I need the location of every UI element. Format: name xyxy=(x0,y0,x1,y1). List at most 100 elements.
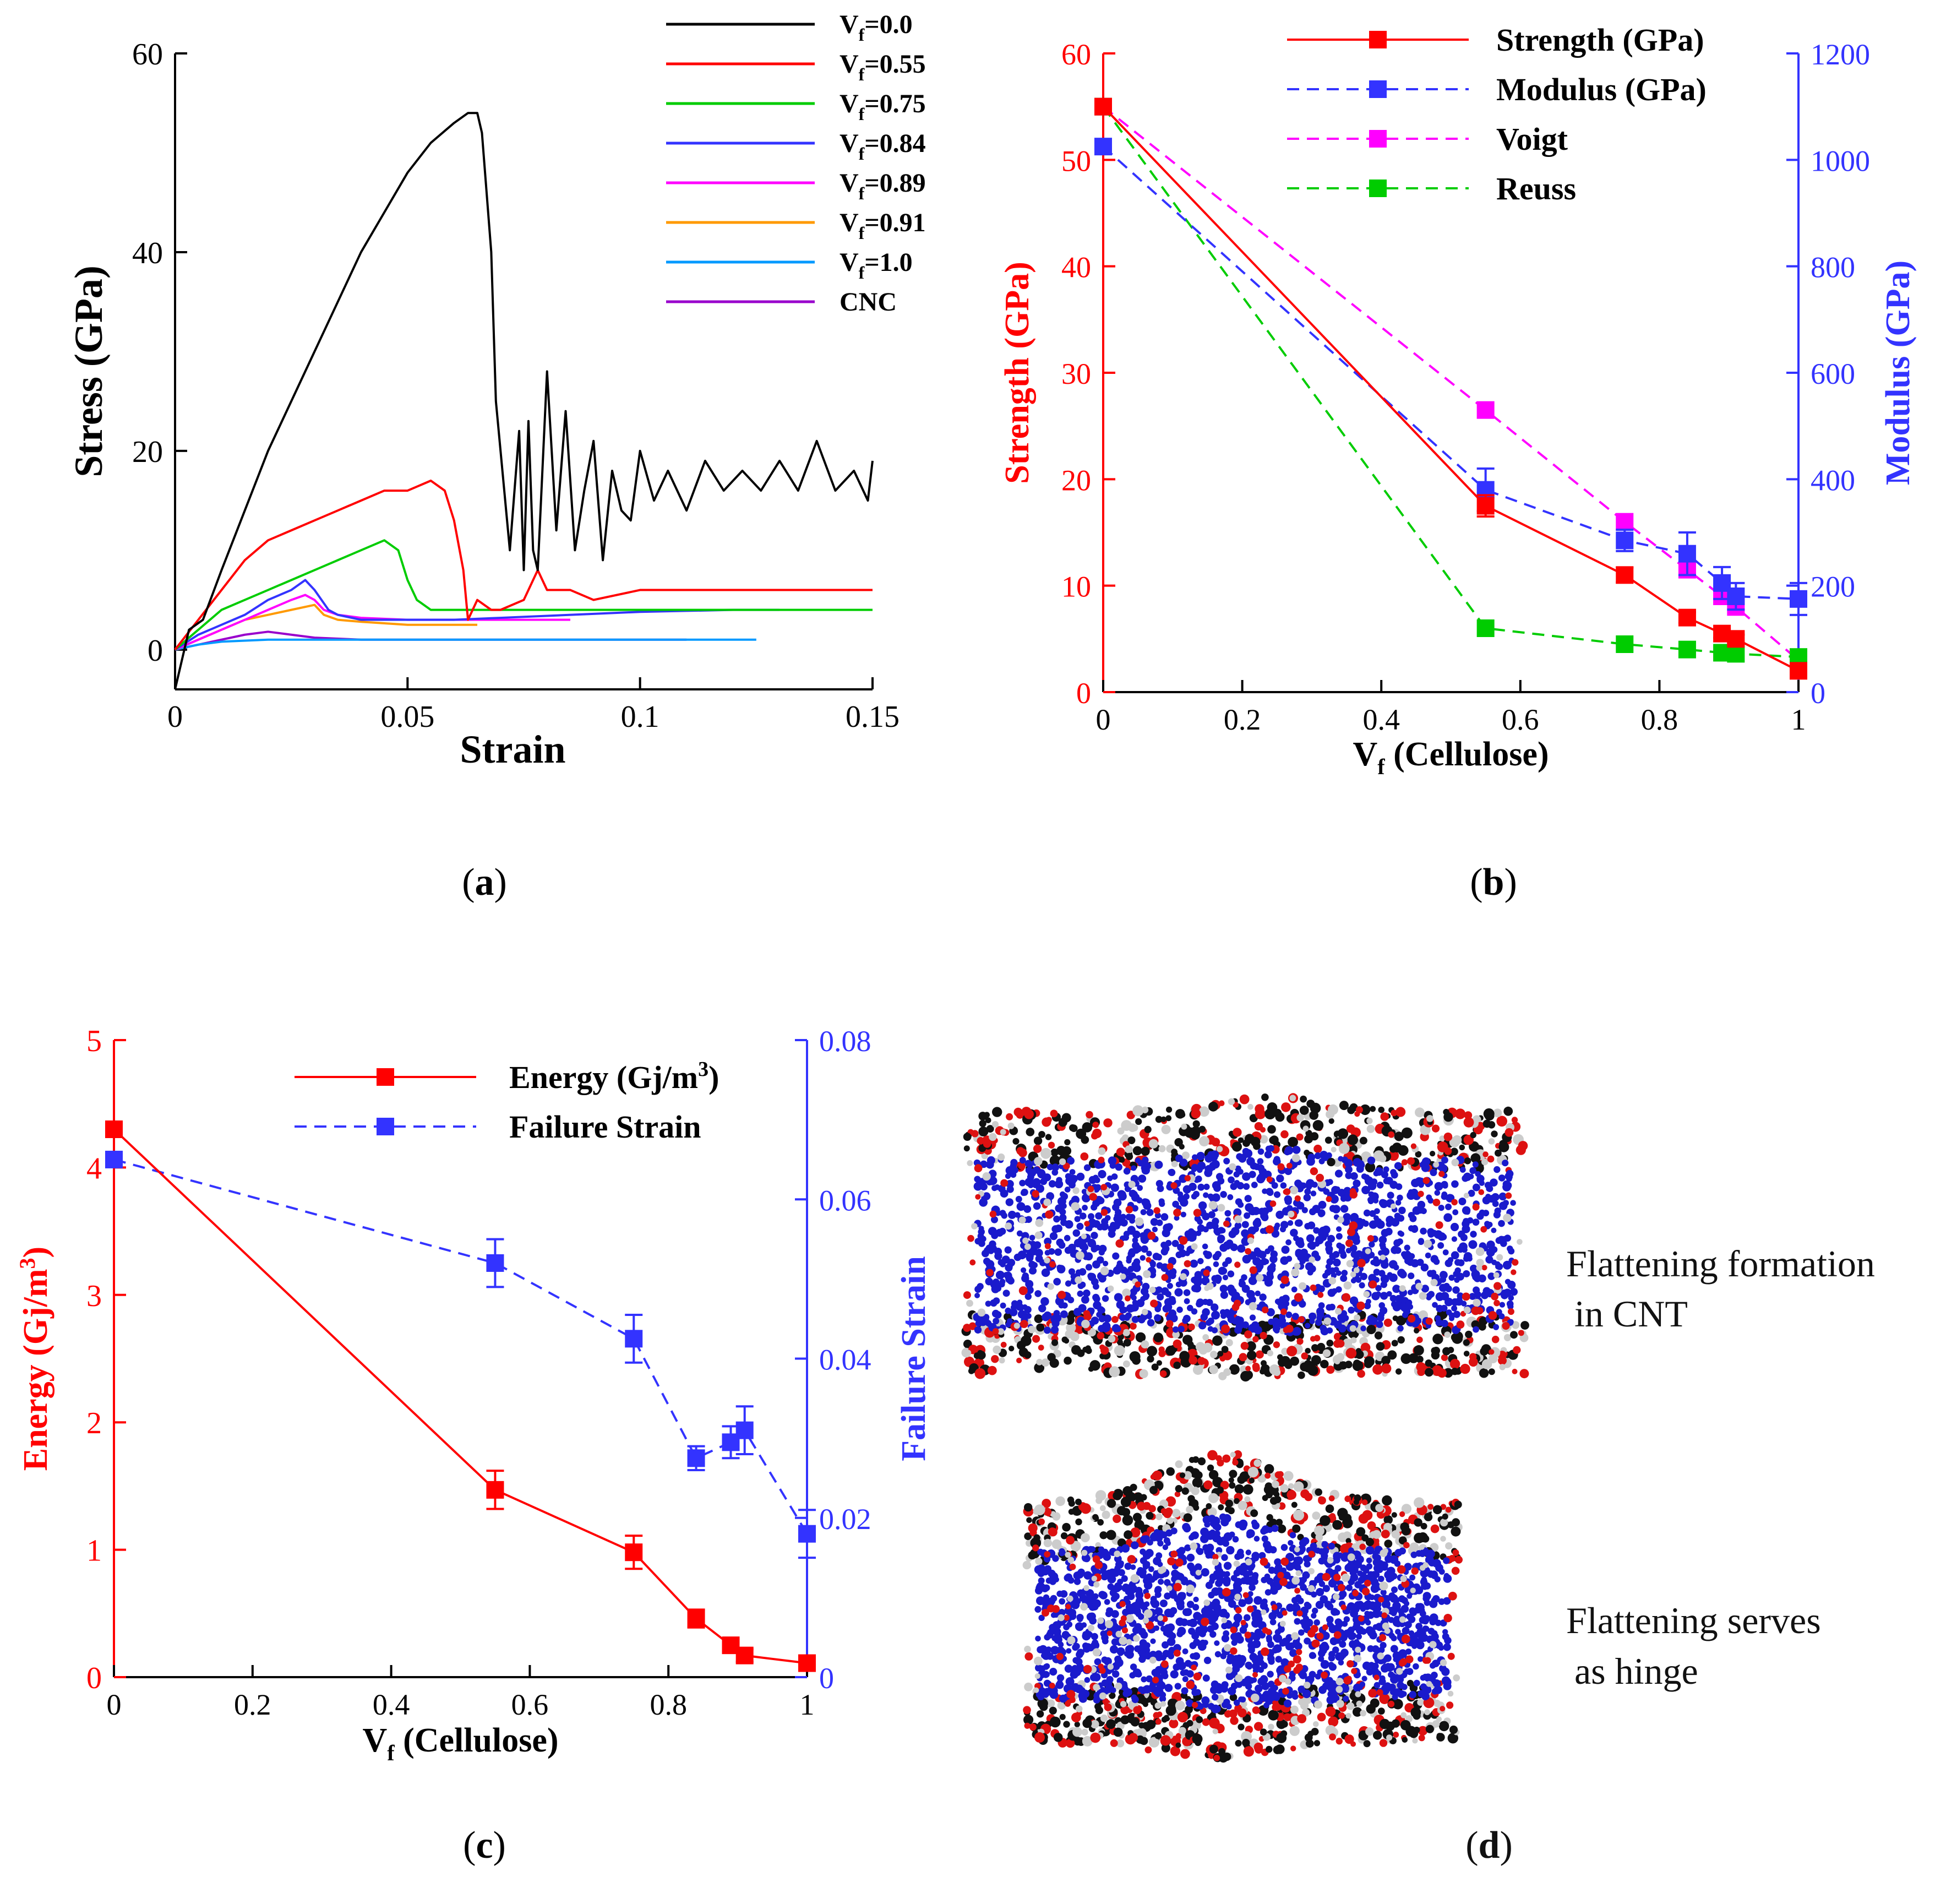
atom xyxy=(1225,1710,1231,1716)
atom xyxy=(1164,1298,1173,1307)
atom xyxy=(1022,1238,1029,1244)
atom xyxy=(1209,1162,1216,1169)
xlabel-main: V xyxy=(1353,736,1378,773)
atom xyxy=(1451,1223,1459,1231)
atom xyxy=(1377,1314,1384,1321)
atom xyxy=(1069,1500,1075,1506)
atom xyxy=(975,1368,986,1379)
atom xyxy=(1237,1244,1245,1253)
atom xyxy=(977,1137,985,1145)
atom xyxy=(1437,1368,1447,1378)
atom xyxy=(1248,1467,1258,1477)
right-tick-label: 0.02 xyxy=(819,1503,871,1536)
atom xyxy=(1215,1651,1221,1657)
atom xyxy=(1155,1702,1162,1709)
atom xyxy=(1370,1106,1376,1112)
atom xyxy=(1228,1270,1235,1277)
atom xyxy=(1294,1179,1302,1187)
atom xyxy=(1470,1132,1476,1138)
atom xyxy=(1366,1704,1376,1713)
atom xyxy=(1366,1318,1373,1325)
atom xyxy=(1430,1270,1436,1276)
atom xyxy=(1464,1117,1474,1128)
atom xyxy=(1050,1690,1059,1699)
atom xyxy=(1373,1171,1380,1177)
atom xyxy=(1202,1718,1210,1726)
atom xyxy=(1294,1263,1301,1270)
atom xyxy=(1507,1245,1513,1252)
atom xyxy=(1442,1514,1448,1520)
atom xyxy=(1179,1236,1187,1244)
atom xyxy=(1009,1346,1014,1351)
atom xyxy=(1391,1110,1397,1117)
atom xyxy=(1394,1550,1400,1556)
data-point-Failure Strain xyxy=(625,1330,642,1347)
atom xyxy=(1316,1533,1323,1541)
atom xyxy=(993,1328,999,1335)
atom xyxy=(1135,1118,1142,1125)
atom xyxy=(1246,1290,1255,1299)
atom xyxy=(1026,1517,1032,1524)
atom xyxy=(991,1185,997,1191)
atom xyxy=(1141,1245,1148,1253)
atom xyxy=(1294,1482,1304,1492)
atom xyxy=(999,1210,1006,1216)
left-tick-label: 5 xyxy=(86,1024,102,1058)
atom xyxy=(1236,1317,1244,1324)
right-tick-label: 0 xyxy=(1811,677,1825,710)
y-tick-label: 0 xyxy=(148,634,163,668)
atom xyxy=(1220,1609,1228,1616)
atom xyxy=(1517,1239,1523,1245)
atom xyxy=(1223,1753,1231,1761)
atom xyxy=(1206,1282,1213,1290)
atom xyxy=(1140,1536,1148,1544)
atom xyxy=(1280,1182,1287,1189)
atom xyxy=(1113,1515,1121,1523)
atom xyxy=(1271,1525,1278,1532)
atom xyxy=(1016,1358,1022,1363)
data-point-Failure Strain xyxy=(105,1151,123,1168)
atom xyxy=(1354,1314,1360,1321)
atom xyxy=(1366,1118,1372,1124)
atom xyxy=(1344,1495,1351,1502)
atom xyxy=(1121,1497,1131,1508)
atom xyxy=(1288,1540,1293,1546)
atom xyxy=(1270,1587,1278,1595)
atom xyxy=(1184,1260,1191,1267)
atom xyxy=(1284,1700,1291,1707)
atom xyxy=(1202,1212,1209,1220)
atom xyxy=(1144,1126,1152,1133)
atom xyxy=(999,1281,1005,1287)
atom xyxy=(1131,1694,1137,1700)
atom xyxy=(1142,1283,1150,1291)
atom xyxy=(1126,1304,1135,1313)
atom xyxy=(1297,1597,1304,1604)
panel-d: Flattening formation in CNT Flattening s… xyxy=(914,950,1946,1901)
left-tick-label: 60 xyxy=(1061,38,1091,71)
atom xyxy=(1319,1158,1325,1165)
atom xyxy=(1032,1190,1039,1198)
atom xyxy=(1287,1490,1296,1500)
atom xyxy=(1131,1124,1138,1131)
atom xyxy=(1038,1577,1045,1584)
atom xyxy=(1267,1265,1276,1274)
atom xyxy=(1437,1733,1442,1738)
atom xyxy=(1126,1206,1133,1214)
atom xyxy=(1023,1706,1031,1714)
atom xyxy=(1269,1364,1280,1375)
atom xyxy=(1048,1527,1057,1536)
ylabel-main: Energy (Gj/m xyxy=(17,1269,54,1471)
atom xyxy=(1118,1128,1125,1135)
atom xyxy=(1217,1234,1225,1242)
atom xyxy=(1024,1109,1034,1119)
atom xyxy=(1153,1332,1163,1342)
atom xyxy=(1007,1318,1013,1324)
atom xyxy=(1413,1712,1420,1720)
atom xyxy=(1414,1533,1424,1543)
atom xyxy=(1457,1246,1464,1253)
atom xyxy=(1441,1305,1447,1312)
atom xyxy=(1138,1722,1144,1728)
right-tick-label: 0.06 xyxy=(819,1184,871,1217)
atom xyxy=(1174,1138,1182,1146)
